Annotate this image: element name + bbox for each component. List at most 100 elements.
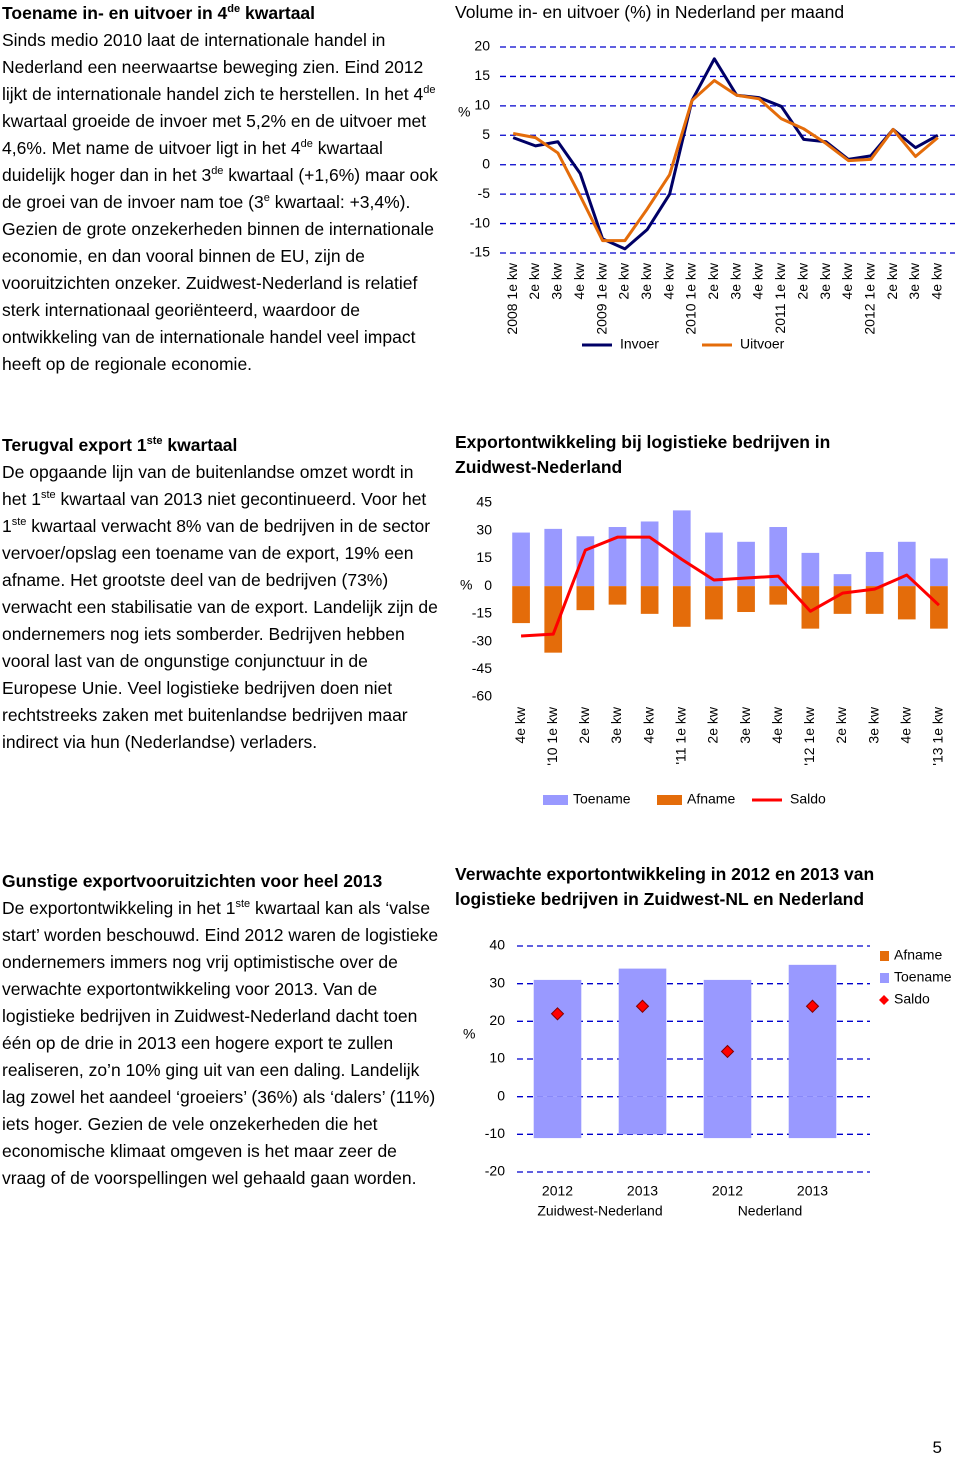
legend-label: Toename bbox=[894, 969, 952, 985]
y-tick-label: 0 bbox=[482, 155, 490, 171]
y-tick-label: 15 bbox=[474, 67, 490, 83]
section-title: Terugval export 1ste kwartaal bbox=[2, 432, 442, 459]
bar bbox=[640, 586, 659, 614]
x-tick-label: 2e kw bbox=[616, 262, 632, 299]
bar bbox=[897, 541, 916, 587]
bar bbox=[608, 527, 627, 587]
section: Toename in- en uitvoer in 4de kwartaal Si… bbox=[2, 0, 442, 378]
bar bbox=[672, 510, 691, 587]
chart-plot: -15 -10 -5 0 5 10 15 20% 2008 1e kw 2e kw 3e kw 4e … bbox=[458, 38, 955, 352]
bar bbox=[801, 552, 820, 587]
bar bbox=[640, 521, 659, 587]
x-tick-label: 2e kw bbox=[576, 706, 592, 743]
text-run: Toename in- en uitvoer in 4 bbox=[2, 3, 228, 23]
x-tick-label: 4e kw bbox=[929, 262, 945, 299]
section-body: De opgaande lijn van de buitenlandse omz… bbox=[2, 459, 442, 756]
text-run: kwartaal (+1,6%) maar ook de groei van d… bbox=[2, 165, 438, 212]
x-tick-label: 2e kw bbox=[833, 706, 849, 743]
x-tick-label: 3e kw bbox=[727, 262, 743, 299]
y-tick-label: 45 bbox=[476, 494, 492, 510]
y-tick-label: -15 bbox=[472, 605, 492, 621]
legend-label: Saldo bbox=[894, 991, 930, 1007]
bar bbox=[533, 1096, 582, 1139]
section-title: Toename in- en uitvoer in 4de kwartaal bbox=[2, 0, 442, 27]
page-number: 5 bbox=[932, 1438, 942, 1457]
x-tick-label: 2010 1e kw bbox=[683, 262, 699, 334]
text-run: Gunstige exportvooruitzichten voor heel … bbox=[2, 871, 383, 891]
y-tick-label: 20 bbox=[489, 1012, 505, 1028]
y-tick-label: 0 bbox=[497, 1087, 505, 1103]
x-tick-label: 2009 1e kw bbox=[593, 262, 609, 334]
y-tick-label: -60 bbox=[472, 688, 492, 704]
x-tick-label: 2013 bbox=[627, 1183, 658, 1199]
bar bbox=[897, 586, 916, 620]
legend-label: Toename bbox=[573, 791, 631, 807]
bar bbox=[512, 586, 530, 624]
y-tick-label: -30 bbox=[472, 632, 492, 648]
legend-swatch bbox=[879, 995, 889, 1005]
legend-label: Afname bbox=[687, 791, 735, 807]
text-run: De opgaande lijn van de buitenlandse omz… bbox=[2, 462, 414, 509]
y-tick-label: 20 bbox=[474, 38, 490, 54]
text-run: De exportontwikkeling in het 1 bbox=[2, 898, 236, 918]
chart: Volume in- en uitvoer (%) in Nederland p… bbox=[450, 0, 960, 385]
bar bbox=[544, 528, 563, 587]
bar bbox=[737, 586, 755, 613]
x-tick-label: 2008 1e kw bbox=[504, 262, 520, 334]
legend-label: Afname bbox=[894, 947, 942, 963]
superscript: e bbox=[263, 192, 270, 205]
marker bbox=[635, 999, 650, 1013]
x-tick-label: 2e kw bbox=[705, 706, 721, 743]
line bbox=[512, 79, 939, 243]
y-tick-label: 5 bbox=[482, 126, 490, 142]
y-tick-label: 10 bbox=[474, 97, 490, 113]
x-tick-label: 2e kw bbox=[526, 262, 542, 299]
superscript: de bbox=[211, 165, 224, 178]
x-tick-label: 2012 bbox=[712, 1183, 743, 1199]
bar bbox=[705, 532, 723, 587]
y-tick-label: 0 bbox=[484, 577, 492, 593]
x-tick-label: 3e kw bbox=[549, 262, 565, 299]
x-tick-label: 3e kw bbox=[638, 262, 654, 299]
y-tick-label: -20 bbox=[485, 1163, 505, 1179]
legend-swatch bbox=[880, 973, 889, 983]
legend-swatch bbox=[657, 795, 682, 805]
text-run: kwartaal van 2013 niet gecontinueerd. Vo… bbox=[2, 489, 427, 536]
text-run: kwartaal bbox=[162, 435, 238, 455]
y-tick-label: -5 bbox=[478, 185, 491, 201]
bar bbox=[618, 1096, 667, 1135]
bar bbox=[703, 979, 752, 1097]
marker bbox=[805, 999, 820, 1013]
x-tick-label: 3e kw bbox=[608, 706, 624, 743]
y-tick-label: -15 bbox=[470, 244, 490, 260]
chart-title: Exportontwikkeling bij logistieke bedrij… bbox=[455, 432, 831, 477]
x-tick-label: 3e kw bbox=[906, 262, 922, 299]
superscript: ste bbox=[235, 898, 251, 911]
superscript: de bbox=[300, 138, 313, 151]
text-run: kwartaal bbox=[240, 3, 316, 23]
chart-title: Verwachte exportontwikkeling in 2012 en … bbox=[455, 864, 875, 909]
legend-label: Invoer bbox=[620, 336, 659, 352]
x-tick-label: '12 1e kw bbox=[801, 706, 817, 766]
y-tick-label: 30 bbox=[489, 974, 505, 990]
x-tick-label: 3e kw bbox=[817, 262, 833, 299]
group-label: Zuidwest-Nederland bbox=[537, 1203, 662, 1219]
x-tick-label: 2e kw bbox=[884, 262, 900, 299]
x-tick-label: 2e kw bbox=[705, 262, 721, 299]
x-tick-label: 4e kw bbox=[750, 262, 766, 299]
section-title: Gunstige exportvooruitzichten voor heel … bbox=[2, 868, 442, 895]
x-tick-label: '11 1e kw bbox=[672, 706, 688, 765]
bar bbox=[833, 586, 852, 614]
section: Gunstige exportvooruitzichten voor heel … bbox=[2, 868, 442, 1192]
bar bbox=[930, 558, 948, 587]
x-tick-label: 2011 1e kw bbox=[772, 262, 788, 333]
y-tick-label: -10 bbox=[470, 214, 490, 230]
y-axis-label: % bbox=[460, 577, 472, 593]
x-tick-label: 4e kw bbox=[571, 262, 587, 299]
chart-plot: -60 -45 -30 -15 0 15 30 45% 4e kw '10 1e kw 2e kw 3… bbox=[460, 494, 948, 807]
text-run: kwartaal kan als ‘valse start’ worden be… bbox=[2, 898, 439, 1188]
x-tick-label: 4e kw bbox=[512, 706, 528, 743]
superscript: de bbox=[423, 84, 436, 97]
x-tick-label: 2012 1e kw bbox=[861, 262, 877, 334]
